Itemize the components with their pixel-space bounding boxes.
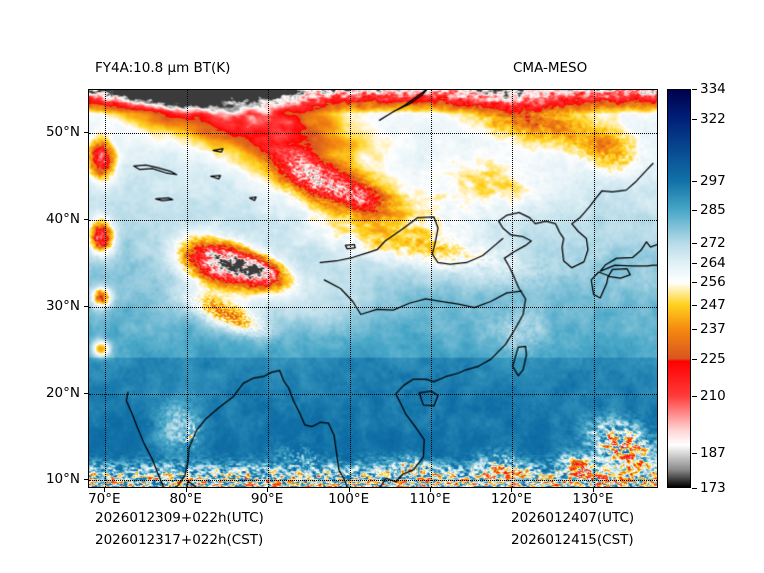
xtick-label-80: 80°E (169, 491, 202, 507)
footer-left-cst: 2026012317+022h(CST) (95, 532, 264, 548)
xtick-90 (267, 488, 269, 492)
colorbar-label-297: 297 (700, 172, 726, 189)
xtick-120 (511, 488, 513, 492)
xtick-label-130: 130°E (572, 491, 614, 507)
ytick-label-50: 50°N (45, 124, 80, 141)
plot-title-left: FY4A:10.8 μm BT(K) (95, 60, 231, 76)
colorbar-tick-173 (692, 488, 697, 489)
xtick-label-120: 120°E (490, 491, 532, 507)
colorbar-label-256: 256 (700, 274, 726, 291)
colorbar-tick-285 (692, 210, 697, 212)
xtick-label-100: 100°E (328, 491, 370, 507)
colorbar-tick-187 (692, 453, 697, 455)
colorbar-tick-322 (692, 118, 697, 120)
ytick-label-10: 10°N (45, 471, 80, 488)
footer-right-utc: 2026012407(UTC) (511, 510, 635, 526)
xtick-70 (104, 488, 106, 492)
colorbar-tick-264 (692, 262, 697, 264)
ytick-20 (84, 392, 88, 394)
colorbar-label-264: 264 (700, 254, 726, 271)
colorbar-label-225: 225 (700, 351, 726, 368)
ytick-label-30: 30°N (45, 297, 80, 314)
ytick-40 (84, 219, 88, 221)
colorbar-label-237: 237 (700, 321, 726, 338)
colorbar-tick-210 (692, 396, 697, 398)
ytick-10 (84, 479, 88, 481)
colorbar-label-322: 322 (700, 110, 726, 127)
xtick-130 (592, 488, 594, 492)
footer-right-cst: 2026012415(CST) (511, 532, 634, 548)
colorbar-tick-247 (692, 304, 697, 306)
colorbar-tick-297 (692, 180, 697, 182)
xtick-80 (185, 488, 187, 492)
xtick-label-90: 90°E (250, 491, 284, 507)
brightness-temperature-raster (89, 90, 657, 487)
colorbar (667, 89, 691, 488)
colorbar-label-187: 187 (700, 445, 726, 462)
ytick-50 (84, 132, 88, 134)
ytick-30 (84, 305, 88, 307)
colorbar-gradient (668, 90, 690, 487)
colorbar-label-334: 334 (700, 81, 726, 97)
xtick-100 (348, 488, 350, 492)
colorbar-label-210: 210 (700, 388, 726, 405)
colorbar-tick-237 (692, 329, 697, 331)
colorbar-label-285: 285 (700, 202, 726, 219)
footer-left-utc: 2026012309+022h(UTC) (95, 510, 264, 526)
colorbar-tick-272 (692, 242, 697, 244)
ytick-label-40: 40°N (45, 211, 80, 228)
colorbar-label-272: 272 (700, 234, 726, 251)
colorbar-tick-334 (692, 89, 697, 90)
satellite-map-panel (88, 89, 658, 488)
colorbar-tick-225 (692, 359, 697, 361)
colorbar-label-173: 173 (700, 480, 726, 496)
colorbar-tick-256 (692, 282, 697, 284)
xtick-label-70: 70°E (88, 491, 121, 507)
colorbar-label-247: 247 (700, 296, 726, 313)
xtick-110 (430, 488, 431, 492)
ytick-label-20: 20°N (45, 384, 80, 401)
plot-title-right: CMA-MESO (513, 60, 588, 76)
xtick-label-110: 110°E (409, 491, 451, 507)
